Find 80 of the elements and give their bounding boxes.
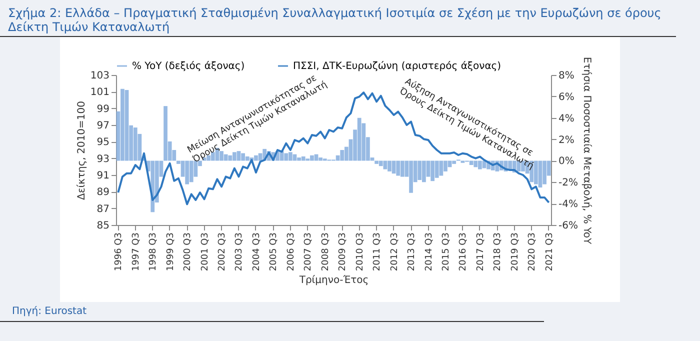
x-tick-label: 1996 Q3 [114, 232, 124, 272]
x-tick-label: 2011 Q3 [372, 232, 383, 272]
y2-tick-label: 0% [558, 156, 574, 168]
y2-tick-label: -2% [558, 178, 578, 189]
bar [534, 160, 538, 184]
y-axis-title: Δείκτης, 2010=100 [76, 100, 88, 200]
y-tick-label: 89 [96, 187, 110, 198]
y2-tick-label: 2% [558, 134, 574, 146]
x-tick-label: 1997 Q3 [131, 232, 142, 272]
y-tick-label: 95 [96, 137, 110, 148]
x-tick-label: 2019 Q3 [510, 232, 520, 272]
bar [357, 118, 362, 161]
bar [133, 128, 138, 161]
x-tick-label: 2013 Q3 [407, 232, 418, 272]
bar [418, 160, 422, 180]
text: Πηγή: Eurostat [0, 302, 544, 322]
y-tick-label: 101 [90, 87, 110, 98]
y-tick-label: 93 [96, 154, 110, 165]
bar [469, 160, 474, 165]
bar [400, 160, 404, 177]
y2-tick-label: 8% [558, 70, 574, 82]
legend-label: ΠΣΣΙ, ΔΤΚ-Ευρωζώνη (αριστερός άξονας) [293, 61, 502, 72]
y-tick-label: 87 [96, 204, 110, 215]
bar [538, 160, 542, 188]
bar [228, 155, 232, 161]
x-tick-label: 2004 Q3 [252, 232, 262, 272]
bar [284, 153, 288, 161]
x-tick-label: 2008 Q3 [320, 232, 331, 272]
x-tick-label: 2002 Q3 [218, 232, 228, 272]
bar [374, 160, 379, 164]
y2-tick-label: -4% [558, 199, 578, 210]
bar [224, 154, 228, 161]
x-tick-label: 2001 Q3 [200, 232, 210, 272]
series-label: % YoY (δεξιός άξονας) [132, 61, 245, 72]
x-tick-label: 2012 Q3 [390, 232, 400, 272]
y-tick-label: 85 [96, 220, 110, 232]
bar [288, 152, 292, 161]
y2-axis-title: Ετήσια Ποσοστιαία Μεταβολή, % YoY [580, 56, 592, 245]
x-tick-label: 2020 Q3 [528, 232, 538, 272]
x-tick-label: 2016 Q3 [458, 232, 469, 272]
x-tick-label: 2005 Q3 [269, 232, 280, 272]
x-tick-label: 2003 Q3 [234, 232, 245, 272]
y-tick-label: 99 [96, 104, 110, 115]
x-tick-label: 2017 Q3 [476, 232, 486, 272]
chart-title: Σχήμα 2: Ελλάδα – Πραγματική Σταθμισμένη Συναλλαγματική Ισοτιμία σε Σχέση με την Ευρωζώνη σε όρους Δείκτη Τιμών Καταναλωτή [0, 0, 676, 37]
y2-tick-label: -6% [558, 220, 578, 232]
bar [474, 160, 478, 168]
bar [210, 152, 215, 161]
bar [439, 160, 444, 176]
bar [396, 160, 400, 176]
x-tick-label: 1999 Q3 [166, 232, 176, 272]
y2-tick-label: 6% [558, 92, 574, 103]
bar [189, 160, 194, 182]
bar [434, 160, 439, 178]
x-tick-label: 2009 Q3 [338, 232, 348, 272]
x-tick-label: 2014 Q3 [424, 232, 434, 272]
x-tick-label: 2000 Q3 [183, 232, 194, 272]
bar [452, 160, 456, 164]
bar [340, 150, 344, 161]
x-axis-title: Τρίμηνο-Έτος [298, 275, 369, 286]
bar [318, 158, 323, 161]
x-tick-label: 2010 Q3 [355, 232, 366, 272]
bar [245, 156, 250, 161]
x-tick-label: 2018 Q3 [493, 232, 504, 272]
y-tick-label: 103 [90, 70, 110, 82]
bar [124, 90, 129, 161]
bar [378, 160, 383, 166]
bar [206, 155, 211, 161]
y2-tick-label: 4% [558, 113, 574, 124]
x-tick-label: 2021 Q3 [544, 232, 555, 272]
x-tick-label: 2007 Q3 [304, 232, 314, 272]
bar [448, 160, 452, 168]
bar [301, 156, 306, 161]
x-tick-label: 1998 Q3 [148, 232, 159, 272]
bar [383, 160, 388, 170]
x-tick-label: 2015 Q3 [441, 232, 452, 272]
y-tick-label: 97 [96, 120, 110, 132]
y-tick-label: 91 [96, 170, 110, 182]
bar [392, 160, 396, 174]
x-tick-label: 2006 Q3 [286, 232, 296, 272]
